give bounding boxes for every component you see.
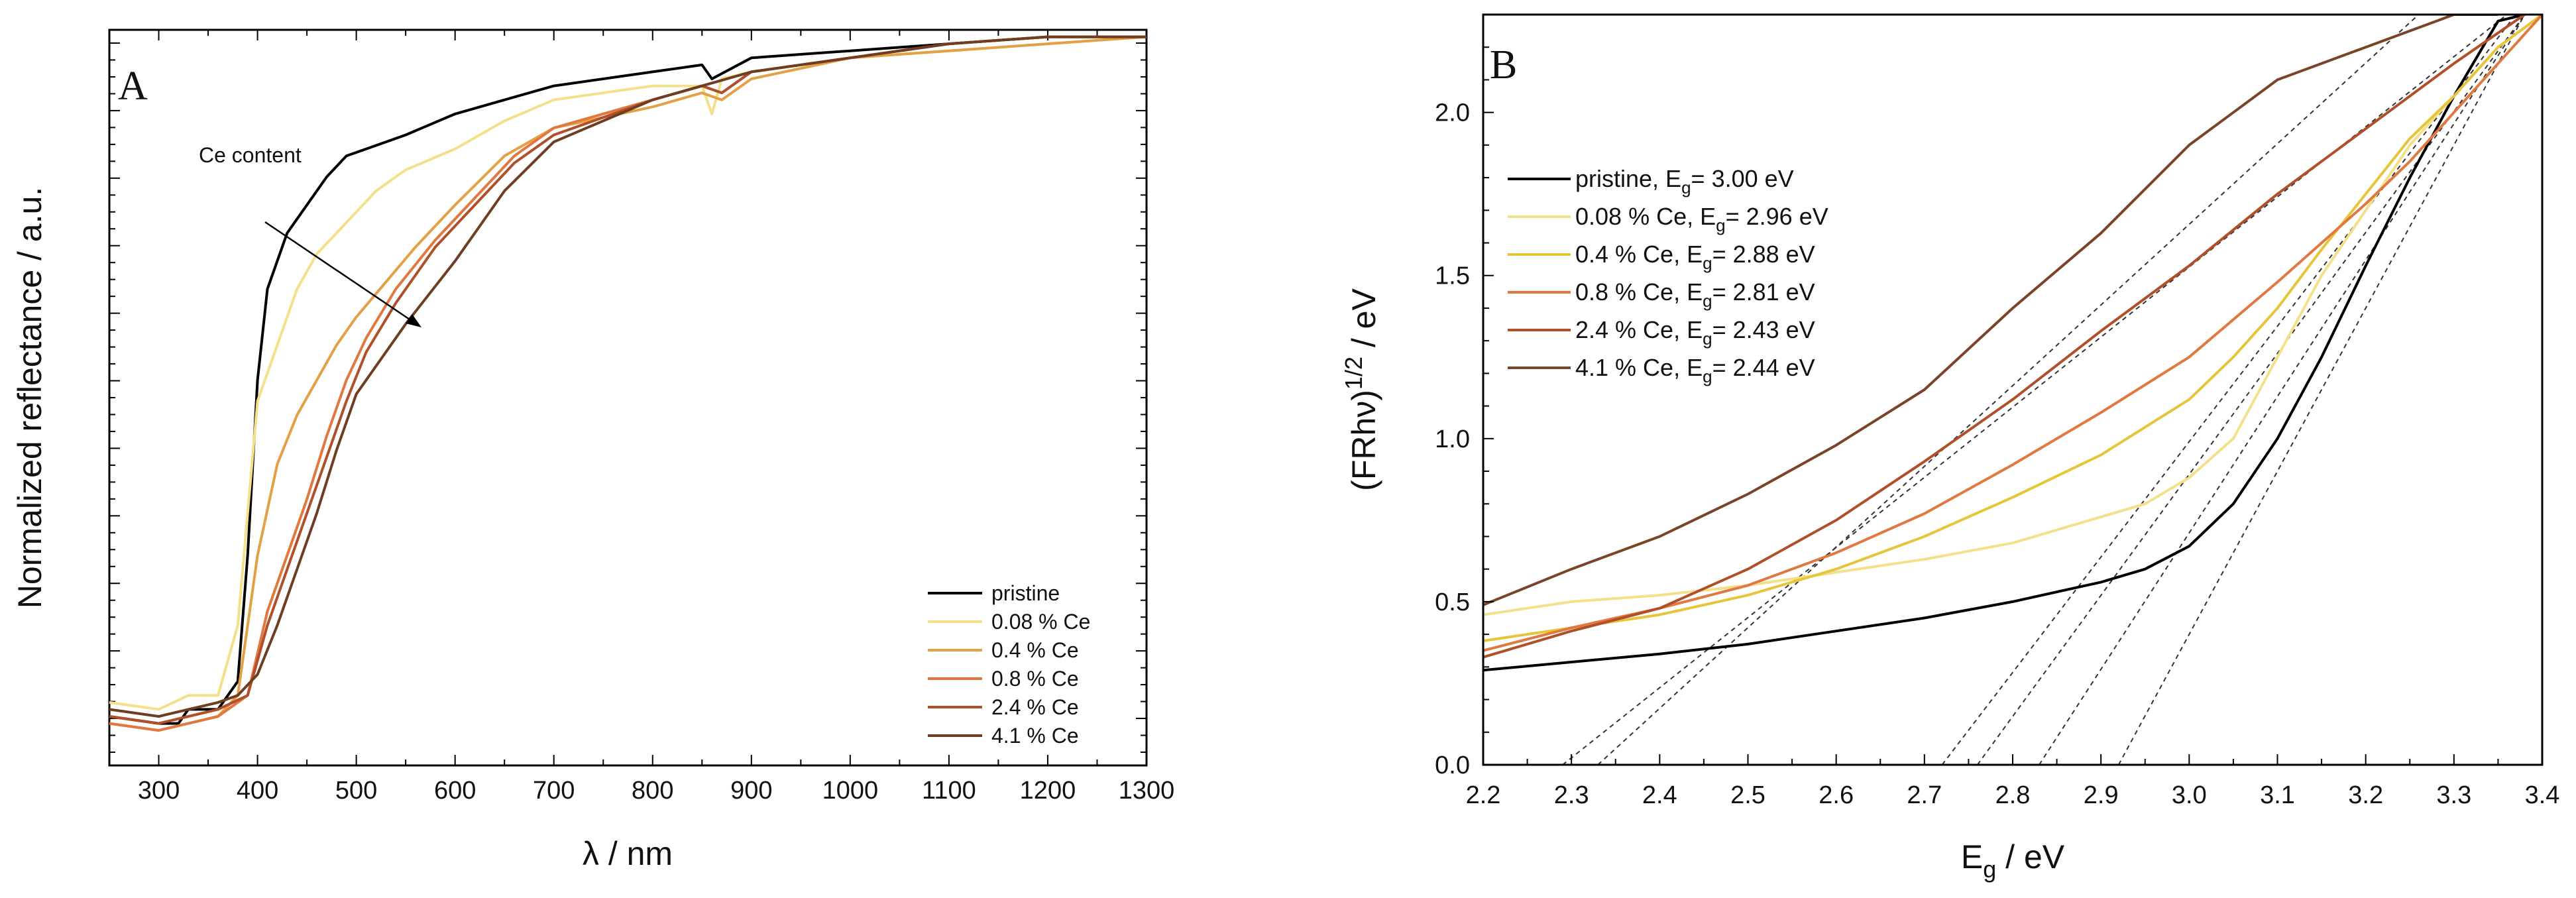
- panel-b-legend-label-0-4-ce: 0.4 % Ce, Eg= 2.88 eV: [1575, 241, 1815, 273]
- panel-a-x-tick-label: 300: [138, 777, 180, 805]
- panel-b-tangent-line: [2039, 15, 2526, 765]
- panel-b-x-tick-label: 2.9: [2084, 781, 2119, 809]
- panel-b-y-tick-label: 1.5: [1435, 262, 1470, 290]
- panel-b-tangent-line: [1941, 15, 2516, 765]
- panel-a-x-tick-label: 1000: [822, 777, 879, 805]
- panel-a-reflectance-chart: A 300 400 500 600 700 800 900 1000 1100 1200 1300 …: [11, 28, 1174, 872]
- panel-a-x-tick-label: 400: [237, 777, 278, 805]
- panel-a-x-tick-label: 800: [632, 777, 673, 805]
- panel-b-legend-label-2-4-ce: 2.4 % Ce, Eg= 2.43 eV: [1575, 316, 1815, 349]
- panel-b-tangent-line: [1597, 15, 2420, 765]
- panel-b-tangent-line: [1562, 15, 2508, 765]
- panel-a-series-line-0-08-ce: [109, 35, 1147, 711]
- panel-b-legend-label-0-08-ce: 0.08 % Ce, Eg= 2.96 eV: [1575, 203, 1828, 235]
- panel-b-letter-box: [1485, 17, 1565, 96]
- panel-a-x-tick-label: 500: [335, 777, 377, 805]
- panel-b-x-tick-label: 3.2: [2348, 781, 2383, 809]
- panel-b-y-tick-label: 0.5: [1435, 589, 1470, 616]
- panel-b-letter: B: [1490, 42, 1517, 87]
- panel-a-legend: pristine 0.08 % Ce 0.4 % Ce 0.8 % Ce 2.4 % C…: [928, 581, 1090, 748]
- panel-b-y-tick-label: 2.0: [1435, 99, 1470, 127]
- panel-b-series-line-0-08-ce: [1483, 15, 2542, 616]
- panel-a-legend-label-0-8-ce: 0.8 % Ce: [991, 667, 1079, 691]
- panel-a-y-axis-title: Normalized reflectance / a.u.: [11, 187, 48, 608]
- panel-a-series: [109, 35, 1147, 732]
- panel-b-series: [1483, 15, 2542, 672]
- panel-b-x-tick-label: 2.2: [1466, 781, 1501, 809]
- panel-a-x-tick-label: 1300: [1119, 777, 1175, 805]
- panel-a-legend-label-4-1-ce: 4.1 % Ce: [991, 724, 1079, 748]
- panel-b-x-tick-label: 2.3: [1554, 781, 1589, 809]
- panel-b-x-tick-label: 2.5: [1730, 781, 1765, 809]
- panel-a-x-ticks: 300 400 500 600 700 800 900 1000 1100 1200 1300: [109, 30, 1174, 805]
- panel-b-tauc-chart: B 2.2 2.3 2.4 2.5 2.6 2.7 2.8 2.9 3.0 3.1 3.2 3.3 3.…: [1340, 13, 2560, 883]
- panel-b-legend-label-0-8-ce: 0.8 % Ce, Eg= 2.81 eV: [1575, 278, 1815, 311]
- panel-b-x-tick-label: 3.1: [2260, 781, 2295, 809]
- panel-b-series-line-0-4-ce: [1483, 15, 2542, 642]
- panel-a-legend-label-0-4-ce: 0.4 % Ce: [991, 638, 1079, 662]
- panel-b-y-tick-label: 1.0: [1435, 425, 1470, 453]
- panel-b-x-ticks: 2.2 2.3 2.4 2.5 2.6 2.7 2.8 2.9 3.0 3.1 3.2 3.3 3.4: [1466, 754, 2560, 809]
- panel-b-x-tick-label: 2.4: [1642, 781, 1677, 809]
- panel-b-x-axis-title: Eg / eV: [1961, 838, 2065, 883]
- panel-a-y-ticks: [109, 42, 1147, 753]
- panel-b-plot-frame: [1482, 13, 2544, 766]
- panel-b-x-tick-label: 3.4: [2525, 781, 2560, 809]
- panel-a-x-tick-label: 900: [730, 777, 772, 805]
- panel-b-y-tick-label: 0.0: [1435, 752, 1470, 779]
- panel-a-x-axis-title: λ / nm: [583, 835, 673, 872]
- panel-a-legend-label-pristine: pristine: [991, 581, 1060, 605]
- panel-b-tangent-line: [2117, 15, 2526, 765]
- panel-a-x-tick-label: 700: [533, 777, 575, 805]
- panel-b-legend: pristine, Eg= 3.00 eV 0.08 % Ce, Eg= 2.96…: [1508, 165, 1828, 386]
- panel-b-y-ticks: 0.0 0.5 1.0 1.5 2.0: [1435, 14, 1494, 779]
- panel-a-x-tick-label: 600: [434, 777, 476, 805]
- panel-b-legend-label-4-1-ce: 4.1 % Ce, Eg= 2.44 eV: [1575, 354, 1815, 386]
- panel-b-x-tick-label: 2.7: [1907, 781, 1942, 809]
- panel-b-x-tick-label: 3.0: [2172, 781, 2207, 809]
- panel-b-series-line-2-4-ce: [1483, 15, 2526, 659]
- panel-b-x-tick-label: 2.6: [1819, 781, 1854, 809]
- panel-b-series-line-0-8-ce: [1483, 15, 2542, 652]
- ce-content-arrowhead: [406, 314, 421, 327]
- panel-a-series-line-pristine: [109, 35, 1147, 725]
- ce-content-arrow: [264, 221, 418, 326]
- panel-a-series-line-0-4-ce: [109, 35, 1147, 732]
- panel-a-letter: A: [118, 64, 148, 109]
- panel-a-x-tick-label: 1100: [922, 777, 976, 805]
- panel-a-letter-box: [111, 32, 211, 111]
- panel-a-legend-label-2-4-ce: 2.4 % Ce: [991, 695, 1079, 719]
- panel-b-series-line-4-1-ce: [1483, 15, 2498, 606]
- panel-a-annotation: Ce content: [199, 143, 421, 327]
- panel-b-tangent-lines: [1562, 15, 2526, 765]
- panel-a-series-line-4-1-ce: [109, 35, 1147, 718]
- panel-a-x-tick-label: 1200: [1020, 777, 1076, 805]
- ce-content-annotation: Ce content: [199, 143, 302, 167]
- panel-b-x-tick-label: 3.3: [2436, 781, 2471, 809]
- panel-b-legend-label-pristine: pristine, Eg= 3.00 eV: [1575, 165, 1794, 197]
- panel-b-y-axis-title: (FRhν)1/2 / eV: [1340, 288, 1382, 491]
- panel-b-series-line-pristine: [1483, 15, 2525, 672]
- panel-b-x-tick-label: 2.8: [1995, 781, 2031, 809]
- panel-a-legend-label-0-08-ce: 0.08 % Ce: [991, 610, 1090, 634]
